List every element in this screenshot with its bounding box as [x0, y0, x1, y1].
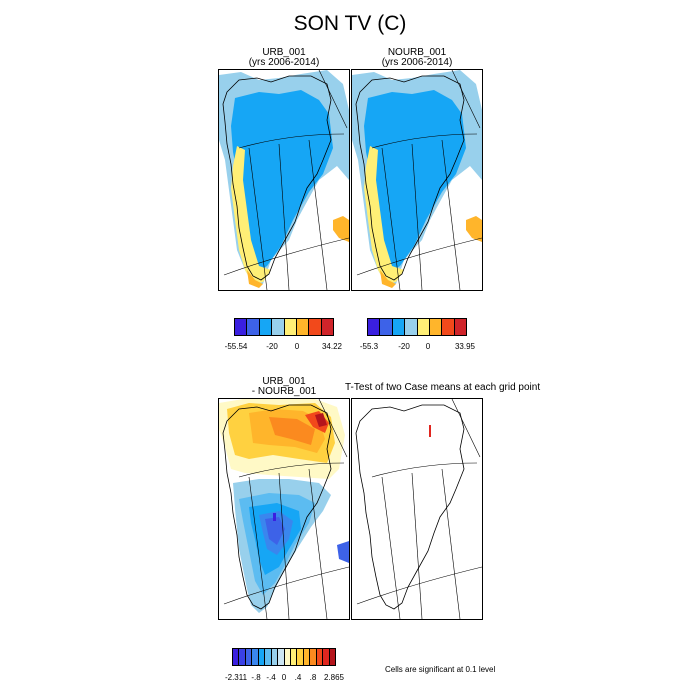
colorbar-swatch — [235, 319, 248, 335]
diff-colorbar-label: 2.865 — [323, 673, 345, 682]
nourb-map-panel — [351, 69, 483, 291]
colorbar-swatch — [284, 319, 297, 335]
urb-coast-warm — [231, 146, 349, 288]
nourb-colorbar-label: 0 — [425, 342, 431, 351]
diff-colorbar — [232, 648, 336, 666]
colorbar-swatch — [454, 319, 466, 335]
diff-colorbar-label: -.8 — [251, 673, 261, 682]
diff-colorbar-label: .8 — [309, 673, 317, 682]
urb-colorbar-label: -20 — [266, 342, 278, 351]
figure-title: SON TV (C) — [293, 12, 407, 35]
diff-colorbar-label: -.4 — [266, 673, 276, 682]
ttest-graticule — [356, 399, 482, 619]
colorbar-swatch — [368, 319, 381, 335]
nourb-coast-warm — [364, 146, 482, 288]
colorbar-swatch — [297, 649, 304, 665]
ttest-coastline — [355, 404, 465, 610]
nourb-graticule — [356, 70, 482, 290]
nourb-colorbar-label: -55.3 — [359, 342, 379, 351]
urb-graticule — [223, 70, 349, 290]
colorbar-swatch — [239, 649, 246, 665]
colorbar-swatch — [290, 649, 298, 665]
urb-colorbar-label: -55.54 — [224, 342, 248, 351]
urb-period: (yrs 2006-2014) — [248, 57, 320, 68]
colorbar-swatch — [321, 319, 333, 335]
colorbar-swatch — [265, 649, 272, 665]
diff-panel-title: URB_001 - NOURB_001 — [218, 377, 350, 397]
urb-map — [219, 70, 349, 290]
diff-map-panel — [218, 398, 350, 620]
ttest-map — [355, 399, 482, 619]
colorbar-swatch — [284, 649, 291, 665]
colorbar-swatch — [252, 649, 259, 665]
diff-north-warm — [219, 399, 345, 479]
colorbar-swatch — [429, 319, 443, 335]
urb-panel-title: URB_001 (yrs 2006-2014) — [218, 48, 350, 68]
significance-note: Cells are significant at 0.1 level — [385, 665, 496, 674]
colorbar-swatch — [316, 649, 324, 665]
urb-map-panel — [218, 69, 350, 291]
colorbar-swatch — [323, 649, 330, 665]
colorbar-swatch — [272, 319, 285, 335]
diff-graticule — [223, 399, 349, 619]
colorbar-swatch — [380, 319, 393, 335]
colorbar-swatch — [245, 649, 253, 665]
colorbar-swatch — [442, 319, 455, 335]
colorbar-swatch — [258, 649, 266, 665]
diff-colorbar-label: .4 — [294, 673, 302, 682]
urb-colorbar — [234, 318, 334, 336]
urb-colorbar-label: 34.22 — [321, 342, 343, 351]
nourb-case-name: NOURB_001 — [387, 47, 447, 58]
ttest-panel-title: T-Test of two Case means at each grid po… — [345, 382, 541, 393]
diff-title-line1: URB_001 — [262, 376, 306, 387]
diff-south-cool — [233, 479, 349, 613]
nourb-panel-title: NOURB_001 (yrs 2006-2014) — [351, 48, 483, 68]
colorbar-swatch — [296, 319, 310, 335]
urb-coastline — [222, 75, 332, 281]
nourb-colorbar — [367, 318, 467, 336]
urb-case-name: URB_001 — [262, 47, 306, 58]
colorbar-swatch — [247, 319, 260, 335]
colorbar-swatch — [303, 649, 311, 665]
colorbar-swatch — [405, 319, 418, 335]
urb-colorbar-label: 0 — [294, 342, 300, 351]
nourb-period: (yrs 2006-2014) — [381, 57, 453, 68]
colorbar-swatch — [417, 319, 430, 335]
colorbar-swatch — [271, 649, 279, 665]
diff-colorbar-label: 0 — [281, 673, 287, 682]
colorbar-swatch — [259, 319, 273, 335]
ttest-map-panel — [351, 398, 483, 620]
nourb-colorbar-label: 33.95 — [454, 342, 476, 351]
nourb-colorbar-label: -20 — [398, 342, 410, 351]
colorbar-swatch — [392, 319, 406, 335]
colorbar-swatch — [233, 649, 240, 665]
diff-colorbar-label: -2.311 — [224, 673, 248, 682]
nourb-map — [352, 70, 482, 290]
colorbar-swatch — [310, 649, 317, 665]
colorbar-swatch — [278, 649, 285, 665]
colorbar-swatch — [329, 649, 335, 665]
nourb-coastline — [355, 75, 465, 281]
diff-title-line2: - NOURB_001 — [251, 386, 317, 397]
colorbar-swatch — [309, 319, 322, 335]
diff-coastline — [222, 404, 332, 610]
diff-map — [219, 399, 349, 619]
significant-cell-marker — [429, 425, 431, 437]
